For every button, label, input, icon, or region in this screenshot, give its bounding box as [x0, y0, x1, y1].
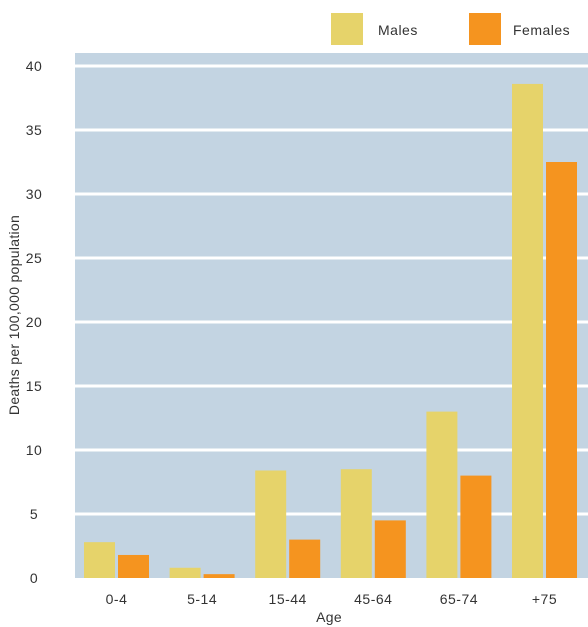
y-tick-label-40: 40 [26, 58, 43, 74]
x-tick-label-15-44: 15-44 [269, 591, 307, 607]
x-tick-label-45-64: 45-64 [354, 591, 392, 607]
x-tick-label-5-14: 5-14 [187, 591, 217, 607]
y-tick-label-15: 15 [26, 378, 43, 394]
gridlines [75, 64, 588, 516]
bar-males-15-44 [255, 470, 287, 578]
legend-label-females: Females [513, 22, 570, 38]
bar-females-5-14 [203, 574, 235, 578]
y-tick-label-25: 25 [26, 250, 43, 266]
bar-males-+75 [512, 83, 543, 579]
y-axis-title: Deaths per 100,000 population [6, 215, 22, 415]
x-axis-title: Age [316, 609, 342, 625]
bar-females-45-64 [374, 520, 406, 578]
x-tick-label-+75: +75 [532, 591, 557, 607]
bar-females-0-4 [118, 554, 149, 578]
bar-females-65-74 [460, 475, 492, 578]
y-axis-ticks: 0 5 10 15 20 25 30 35 40 [26, 58, 43, 586]
bar-males-5-14 [169, 567, 201, 578]
legend-label-males: Males [378, 22, 418, 38]
y-tick-label-10: 10 [26, 442, 43, 458]
legend: Males Females [331, 13, 570, 45]
x-tick-label-0-4: 0-4 [106, 591, 128, 607]
bar-males-65-74 [426, 411, 458, 578]
y-tick-label-20: 20 [26, 314, 43, 330]
legend-swatch-males [331, 13, 363, 45]
y-tick-label-0: 0 [30, 570, 38, 586]
y-tick-label-5: 5 [30, 506, 38, 522]
x-tick-label-65-74: 65-74 [440, 591, 478, 607]
plot-background [75, 53, 588, 578]
bars [84, 83, 577, 579]
bar-males-0-4 [84, 542, 115, 578]
bar-males-45-64 [340, 469, 372, 578]
x-axis-ticks: 0-4 5-14 15-44 45-64 65-74 +75 [106, 591, 557, 607]
y-tick-label-30: 30 [26, 186, 43, 202]
y-tick-label-35: 35 [26, 122, 43, 138]
bar-females-+75 [546, 162, 577, 578]
legend-swatch-females [469, 13, 501, 45]
bar-females-15-44 [289, 539, 321, 578]
